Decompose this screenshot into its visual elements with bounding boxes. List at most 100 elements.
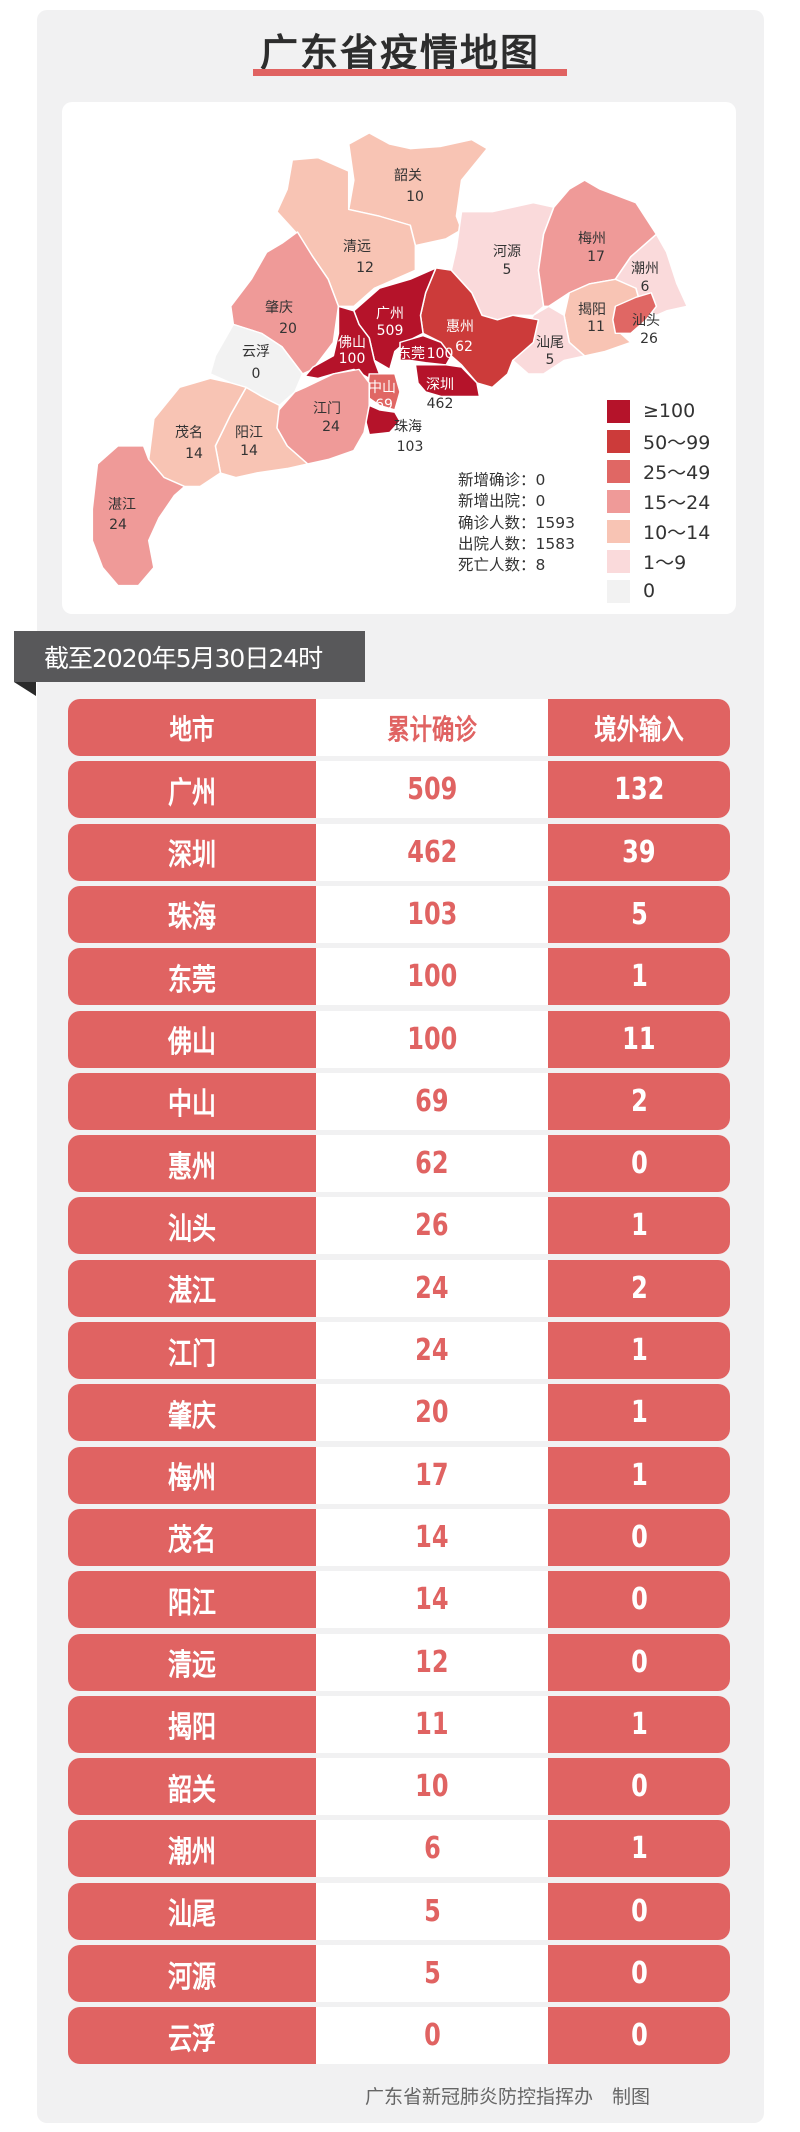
legend-label: 1～9 <box>643 551 687 574</box>
map-value-foshan: 100 <box>338 351 366 367</box>
map-label-guangzhou: 广州 <box>376 306 404 322</box>
header-imported-text: 境外输入 <box>594 712 684 746</box>
cell-imported: 0 <box>548 1758 730 1816</box>
map-value-huizhou: 62 <box>455 339 473 355</box>
table-row: 汕头 26 1 <box>68 1197 730 1255</box>
cell-total-confirmed: 69 <box>316 1072 548 1130</box>
cell-imported: 0 <box>548 1135 730 1193</box>
cell-imported-text: 0 <box>630 2018 648 2054</box>
region-chaozhou <box>614 233 688 316</box>
legend-swatch <box>607 579 630 603</box>
map-value-shanwei: 5 <box>545 352 555 368</box>
map-value-chaozhou: 6 <box>640 279 650 295</box>
map-value-yunfu: 0 <box>251 366 261 382</box>
cell-city-text: 广州 <box>168 775 216 811</box>
stat-total-discharged: 出院人数：1583 <box>458 534 575 553</box>
cell-imported-text: 39 <box>622 834 656 870</box>
cell-city-text: 佛山 <box>168 1025 216 1060</box>
map-value-meizhou: 17 <box>587 249 605 265</box>
cell-city-text: 湛江 <box>168 1274 216 1310</box>
legend-label: 0 <box>643 580 656 602</box>
table-row: 汕尾 5 0 <box>68 1882 730 1940</box>
cell-city: 深圳 <box>68 823 316 881</box>
cell-total-confirmed-text: 26 <box>415 1208 449 1244</box>
cell-imported-text: 0 <box>630 1769 648 1805</box>
cell-total-confirmed: 11 <box>316 1695 548 1753</box>
table-row: 云浮 0 0 <box>68 2007 730 2065</box>
cell-city-text: 中山 <box>168 1087 216 1123</box>
legend-label: 25～49 <box>643 461 711 484</box>
cell-imported: 1 <box>548 1197 730 1255</box>
table-row: 广州 509 132 <box>68 761 730 819</box>
legend-item: 0 <box>607 576 655 606</box>
table-row: 肇庆 20 1 <box>68 1384 730 1442</box>
cell-city-text: 阳江 <box>168 1585 216 1621</box>
cell-total-confirmed: 5 <box>316 1882 548 1940</box>
cell-total-confirmed: 12 <box>316 1633 548 1691</box>
cell-total-confirmed: 0 <box>316 2007 548 2065</box>
footer-credit: 广东省新冠肺炎防控指挥办 制图 <box>365 2086 651 2108</box>
cell-imported-text: 2 <box>630 1083 648 1119</box>
map-label-yangjiang: 阳江 <box>235 425 263 441</box>
cell-imported-text: 1 <box>630 1208 648 1244</box>
cell-imported-text: 0 <box>630 1146 648 1182</box>
header-city: 地市 <box>68 699 316 756</box>
region-shantou <box>612 292 658 335</box>
map-label-shaoguan: 韶关 <box>394 168 422 184</box>
cell-city-text: 茂名 <box>168 1523 216 1559</box>
table-row: 东莞 100 1 <box>68 948 730 1006</box>
cell-imported: 1 <box>548 1820 730 1878</box>
table-header-row: 地市 累计确诊 境外输入 <box>68 699 730 756</box>
cell-city-text: 韶关 <box>168 1772 216 1808</box>
map-label-meizhou: 梅州 <box>578 231 606 247</box>
cell-total-confirmed: 10 <box>316 1758 548 1816</box>
cell-total-confirmed: 26 <box>316 1197 548 1255</box>
legend-swatch <box>607 399 630 423</box>
table-row: 潮州 6 1 <box>68 1820 730 1878</box>
cell-total-confirmed-text: 6 <box>423 1831 441 1867</box>
cell-total-confirmed-text: 62 <box>415 1146 449 1182</box>
map-value-qingyuan: 12 <box>356 260 374 276</box>
cell-city-text: 河源 <box>168 1959 216 1995</box>
cell-city-text: 揭阳 <box>168 1710 216 1746</box>
cell-city-text: 深圳 <box>168 838 216 874</box>
legend-label: 10～14 <box>643 521 711 544</box>
cell-imported: 132 <box>548 761 730 819</box>
header-imported: 境外输入 <box>548 699 730 756</box>
table-row: 湛江 24 2 <box>68 1259 730 1317</box>
cell-total-confirmed: 24 <box>316 1259 548 1317</box>
cell-total-confirmed: 103 <box>316 885 548 943</box>
legend-item: 10～14 <box>607 516 710 546</box>
cell-imported: 1 <box>548 1446 730 1504</box>
legend-swatch <box>607 459 630 483</box>
cell-imported: 0 <box>548 1945 730 2002</box>
summary-stats: 新增确诊：0 新增出院：0 确诊人数：1593 出院人数：1583 死亡人数：8 <box>458 470 575 576</box>
cell-imported: 5 <box>548 885 730 943</box>
map-value-shaoguan: 10 <box>406 189 424 205</box>
cell-total-confirmed: 100 <box>316 948 548 1006</box>
cell-total-confirmed: 14 <box>316 1508 548 1566</box>
map-value-shenzhen: 462 <box>426 396 454 412</box>
cell-imported-text: 1 <box>630 1457 648 1493</box>
legend-swatch <box>607 489 630 513</box>
cell-imported-text: 1 <box>630 959 648 995</box>
table-row: 深圳 462 39 <box>68 823 730 881</box>
cell-imported: 1 <box>548 1384 730 1442</box>
map-value-guangzhou: 509 <box>376 323 404 339</box>
cell-total-confirmed-text: 5 <box>423 1956 441 1991</box>
table-row: 江门 24 1 <box>68 1322 730 1379</box>
cell-total-confirmed-text: 0 <box>423 2018 441 2054</box>
cell-imported-text: 0 <box>630 1644 648 1680</box>
title-underline <box>253 69 567 76</box>
cell-city: 河源 <box>68 1945 316 2002</box>
map-label-zhuhai: 珠海 <box>394 419 422 435</box>
cell-total-confirmed: 509 <box>316 761 548 819</box>
cell-city-text: 惠州 <box>168 1149 216 1185</box>
legend-item: 15～24 <box>607 486 710 516</box>
cell-imported: 2 <box>548 1072 730 1130</box>
map-label-zhongshan: 中山 <box>368 380 396 396</box>
region-zhanjiang <box>91 445 186 587</box>
cell-city-text: 东莞 <box>168 962 216 998</box>
cell-city-text: 云浮 <box>168 2021 216 2057</box>
cell-total-confirmed-text: 12 <box>415 1644 449 1680</box>
